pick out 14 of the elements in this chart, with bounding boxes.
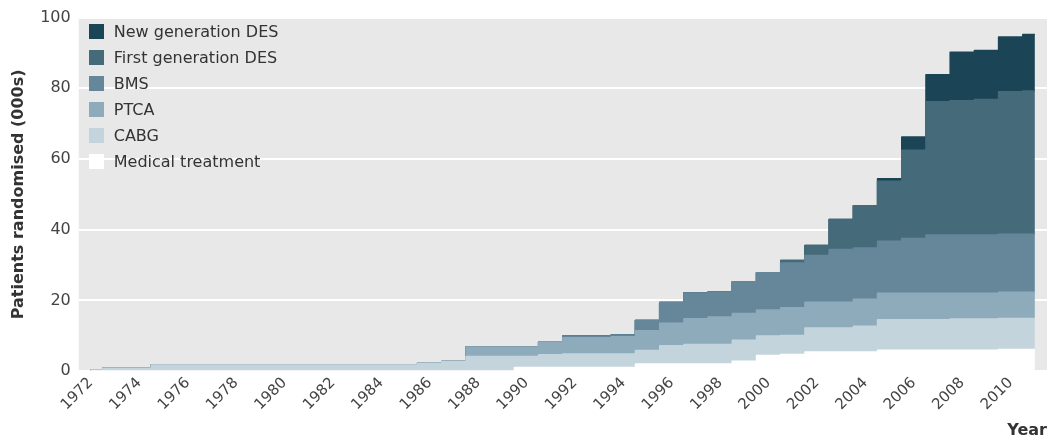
y-tick-label: 60 — [50, 148, 71, 168]
legend-label: New generation DES — [113, 22, 279, 42]
x-axis-title: Year — [1006, 419, 1048, 439]
legend-label: CABG — [113, 126, 159, 146]
y-tick-label: 20 — [50, 289, 71, 309]
y-tick-label: 80 — [50, 77, 71, 97]
y-axis-title: Patients randomised (000s) — [7, 69, 27, 320]
y-tick-label: 0 — [60, 360, 71, 380]
legend-label: First generation DES — [113, 48, 278, 68]
y-tick-label: 40 — [50, 218, 71, 238]
legend-label: BMS — [113, 74, 149, 94]
legend-label: PTCA — [113, 100, 155, 120]
y-tick-label: 100 — [40, 6, 71, 26]
legend-label: Medical treatment — [113, 152, 261, 172]
